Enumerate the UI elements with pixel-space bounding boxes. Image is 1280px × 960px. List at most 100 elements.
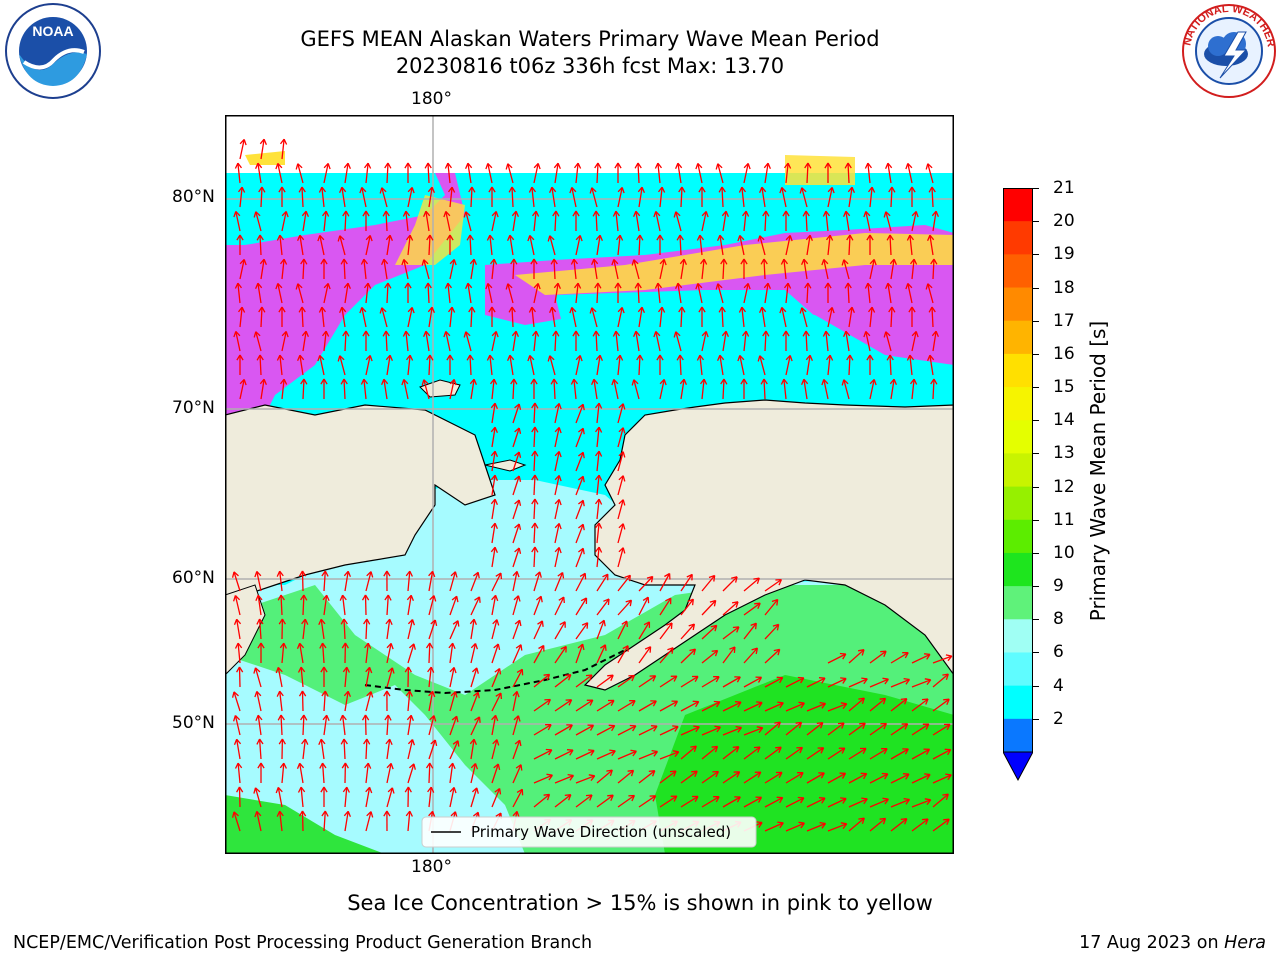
nws-logo: NATIONAL WEATHER SERVICE bbox=[1180, 2, 1277, 98]
wave-arrow-head bbox=[239, 138, 247, 146]
wave-arrow-head bbox=[234, 282, 243, 289]
wave-arrow-head bbox=[296, 762, 305, 770]
wave-arrow-head bbox=[490, 450, 499, 458]
wave-arrow-head bbox=[276, 690, 284, 697]
wave-arrow-head bbox=[634, 282, 642, 289]
wave-arrow-head bbox=[254, 570, 262, 578]
wave-arrow bbox=[575, 699, 594, 712]
wave-arrow bbox=[764, 771, 783, 784]
wave-arrow-head bbox=[469, 618, 478, 626]
wave-arrow-head bbox=[750, 622, 757, 630]
wave-arrow bbox=[365, 691, 372, 712]
wave-arrow-head bbox=[320, 786, 328, 793]
wave-arrow bbox=[554, 699, 572, 712]
wave-arrow-head bbox=[650, 725, 658, 732]
wave-arrow bbox=[512, 764, 522, 784]
wave-arrow-head bbox=[516, 668, 524, 676]
wave-arrow bbox=[848, 747, 867, 760]
wave-arrow-head bbox=[276, 810, 284, 817]
wave-arrow bbox=[617, 427, 624, 448]
wave-arrow-head bbox=[738, 306, 747, 313]
wave-arrow-head bbox=[404, 162, 412, 169]
wave-arrow-head bbox=[239, 378, 247, 386]
wave-arrow-head bbox=[258, 306, 266, 313]
wave-arrow bbox=[848, 697, 865, 712]
wave-arrow-head bbox=[490, 426, 499, 434]
wave-arrow-head bbox=[783, 162, 792, 169]
map-frame bbox=[225, 115, 954, 854]
wave-arrow bbox=[701, 745, 718, 760]
wave-arrow-head bbox=[669, 770, 677, 777]
wave-arrow-head bbox=[489, 378, 498, 385]
wave-arrow bbox=[301, 690, 304, 712]
wave-arrow-head bbox=[531, 546, 539, 553]
wave-arrow bbox=[675, 211, 682, 232]
wave-arrow bbox=[764, 163, 769, 184]
wave-arrow-head bbox=[642, 596, 650, 604]
wave-arrow-head bbox=[734, 701, 742, 708]
legend-label: Primary Wave Direction (unscaled) bbox=[471, 823, 731, 841]
wave-arrow bbox=[596, 282, 599, 304]
wave-arrow bbox=[890, 306, 893, 328]
wave-arrow bbox=[890, 748, 909, 760]
wave-arrow-head bbox=[408, 763, 416, 770]
wave-arrow-head bbox=[627, 769, 635, 777]
wave-arrow-head bbox=[490, 498, 499, 506]
wave-arrow-head bbox=[470, 643, 479, 650]
wave-arrow-head bbox=[592, 330, 600, 337]
wave-arrow bbox=[281, 331, 287, 352]
wave-arrow-head bbox=[737, 354, 745, 362]
wave-arrow bbox=[259, 234, 262, 256]
wave-arrow-head bbox=[361, 714, 370, 721]
wave-arrow-head bbox=[575, 354, 583, 362]
wave-arrow bbox=[722, 331, 727, 352]
wave-arrow bbox=[407, 355, 411, 376]
wave-arrow bbox=[596, 451, 600, 472]
wave-arrow-head bbox=[232, 595, 241, 602]
wave-arrow bbox=[343, 258, 346, 280]
wave-arrow bbox=[827, 823, 847, 832]
wave-arrow bbox=[617, 523, 624, 544]
wave-arrow-head bbox=[686, 573, 693, 581]
wave-arrow bbox=[827, 355, 831, 376]
wave-arrow-head bbox=[690, 745, 697, 753]
wave-arrow bbox=[890, 186, 893, 208]
wave-arrow-head bbox=[554, 402, 562, 410]
wave-arrow-head bbox=[846, 354, 854, 361]
wave-arrow bbox=[407, 763, 415, 784]
wave-arrow bbox=[470, 692, 479, 712]
wave-arrow bbox=[575, 749, 595, 760]
wave-arrow bbox=[554, 646, 567, 664]
wave-arrow-head bbox=[817, 747, 825, 754]
wave-arrow bbox=[529, 235, 535, 256]
wave-arrow bbox=[234, 595, 241, 616]
wave-arrow-head bbox=[256, 618, 264, 625]
wave-arrow bbox=[638, 234, 641, 256]
wave-arrow-head bbox=[943, 698, 950, 706]
wave-arrow-head bbox=[429, 715, 437, 722]
wave-arrow-head bbox=[598, 619, 606, 627]
wave-arrow-head bbox=[800, 258, 809, 266]
wave-arrow bbox=[554, 794, 572, 808]
wave-arrow-head bbox=[611, 378, 619, 386]
wave-arrow bbox=[593, 379, 598, 400]
wave-arrow bbox=[512, 644, 522, 664]
wave-arrow-head bbox=[513, 715, 521, 722]
wave-arrow bbox=[638, 795, 656, 808]
wave-arrow bbox=[764, 677, 784, 688]
wave-arrow bbox=[445, 331, 451, 352]
wave-arrow bbox=[470, 259, 475, 280]
wave-arrow-head bbox=[846, 234, 854, 241]
wave-arrow bbox=[825, 331, 829, 352]
wave-arrow-head bbox=[531, 402, 539, 409]
wave-arrow bbox=[512, 378, 515, 400]
wave-arrow-head bbox=[554, 498, 562, 506]
wave-arrow-head bbox=[741, 210, 750, 217]
wave-arrow-head bbox=[341, 762, 349, 769]
wave-arrow bbox=[806, 702, 826, 712]
wave-arrow bbox=[533, 522, 536, 544]
wave-arrow-head bbox=[821, 378, 829, 386]
wave-arrow bbox=[386, 787, 394, 808]
wave-arrow bbox=[386, 667, 394, 688]
colorbar-extend bbox=[1003, 751, 1033, 782]
